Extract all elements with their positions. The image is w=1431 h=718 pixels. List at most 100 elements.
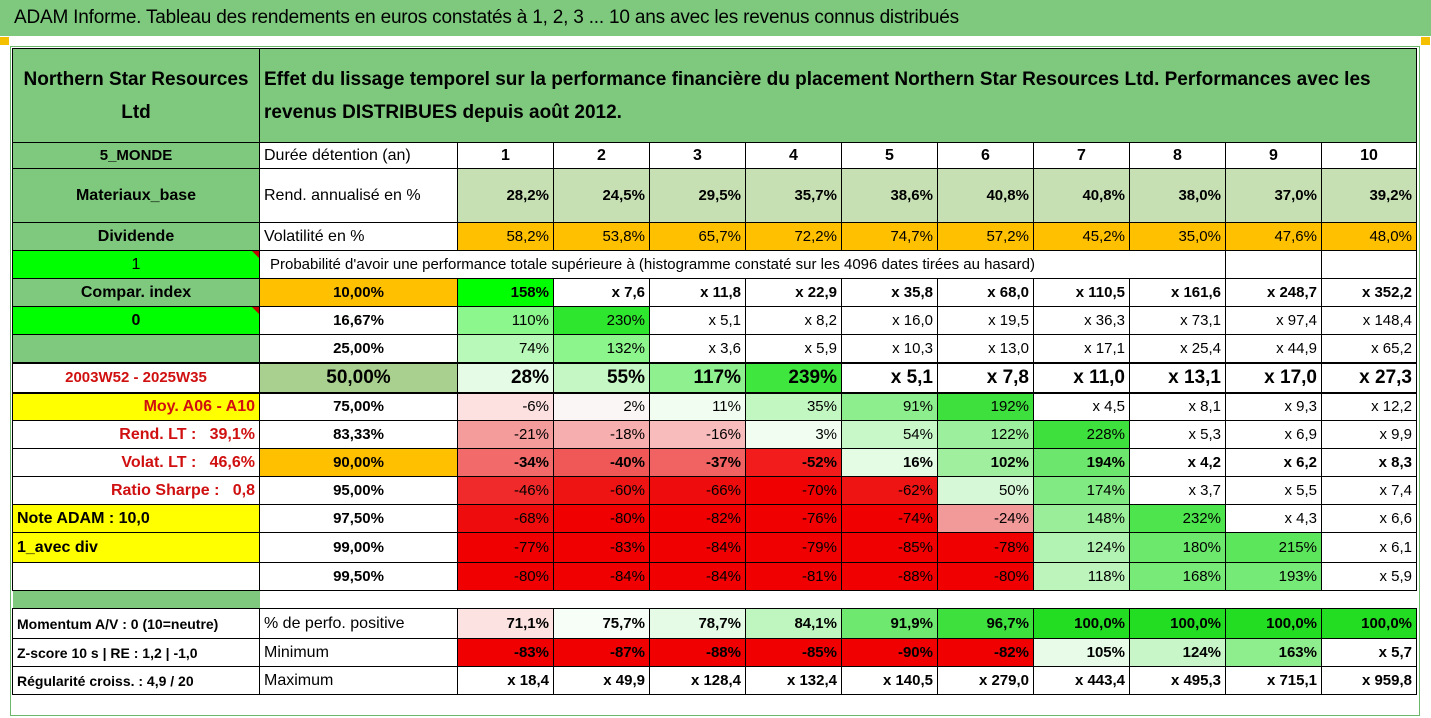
performance-cell: -70%: [745, 476, 842, 505]
period-label: 2003W52 - 2025W35: [12, 361, 260, 394]
vol-value: 58,2%: [457, 222, 554, 251]
rend-value: 38,0%: [1129, 168, 1226, 223]
performance-cell: x 13,1: [1129, 361, 1226, 394]
performance-cell: -18%: [553, 420, 650, 449]
performance-cell: 16%: [841, 448, 938, 477]
company-name: Northern Star Resources Ltd: [12, 48, 260, 143]
performance-cell: x 19,5: [937, 306, 1034, 335]
empty-cell: [12, 562, 260, 591]
performance-cell: x 17,1: [1033, 334, 1130, 363]
threshold-percent: 75,00%: [259, 392, 458, 421]
performance-cell: x 4,2: [1129, 448, 1226, 477]
performance-cell: x 352,2: [1321, 278, 1417, 307]
performance-cell: 35%: [745, 392, 842, 421]
maximum-row: Régularité croiss. : 4,9 / 20 Maximum x 18…: [12, 666, 1417, 695]
vol-value: 72,2%: [745, 222, 842, 251]
summary-value: 124%: [1129, 638, 1226, 667]
years-row: 5_MONDE Durée détention (an) 1 2 3 4 5 6 7 8 9 10: [12, 142, 1417, 169]
performance-cell: x 4,3: [1225, 504, 1322, 533]
right-accent-bar: [1421, 37, 1430, 45]
performance-cell: x 3,7: [1129, 476, 1226, 505]
performance-cell: x 16,0: [841, 306, 938, 335]
spacer-blank: [260, 591, 1417, 609]
performance-cell: x 17,0: [1225, 361, 1322, 394]
performance-cell: x 9,3: [1225, 392, 1322, 421]
performance-cell: x 13,0: [937, 334, 1034, 363]
performance-cell: -81%: [745, 562, 842, 591]
performance-cell: 110%: [457, 306, 554, 335]
summary-value: x 140,5: [841, 666, 938, 695]
performance-cell: x 6,1: [1321, 532, 1417, 563]
performance-cell: x 5,9: [745, 334, 842, 363]
probability-label: Probabilité d'avoir une performance tota…: [259, 250, 1226, 279]
summary-side-label: Z-score 10 s | RE : 1,2 | -1,0: [12, 638, 260, 667]
performance-cell: 91%: [841, 392, 938, 421]
summary-value: 91,9%: [841, 608, 938, 639]
performance-cell: x 22,9: [745, 278, 842, 307]
year-header: 3: [649, 142, 746, 169]
summary-value: 84,1%: [745, 608, 842, 639]
long-term-return: Rend. LT : 39,1%: [12, 420, 260, 449]
performance-cell: x 4,5: [1033, 392, 1130, 421]
one-cell: 1: [12, 250, 260, 279]
threshold-percent: 99,00%: [259, 532, 458, 563]
performance-cell: 118%: [1033, 562, 1130, 591]
performance-cell: -60%: [553, 476, 650, 505]
rend-value: 40,8%: [1033, 168, 1130, 223]
performance-cell: x 248,7: [1225, 278, 1322, 307]
performance-cell: -82%: [649, 504, 746, 533]
performance-cell: 230%: [553, 306, 650, 335]
summary-value: -87%: [553, 638, 650, 667]
table-row: Moy. A06 - A10 75,00% -6% 2% 11% 35% 91% 192% x …: [12, 392, 1417, 421]
performance-cell: x 8,3: [1321, 448, 1417, 477]
table-row: 99,50% -80% -84% -84% -81% -88% -80% 118% 168% 19…: [12, 562, 1417, 591]
summary-value: x 279,0: [937, 666, 1034, 695]
threshold-percent: 97,50%: [259, 504, 458, 533]
performance-cell: x 97,4: [1225, 306, 1322, 335]
performance-cell: -80%: [457, 562, 554, 591]
performance-cell: x 161,6: [1129, 278, 1226, 307]
performance-cell: -52%: [745, 448, 842, 477]
years-label: Durée détention (an): [259, 142, 458, 169]
performance-cell: -78%: [937, 532, 1034, 563]
performance-cell: -76%: [745, 504, 842, 533]
vol-value: 48,0%: [1321, 222, 1417, 251]
summary-value: -88%: [649, 638, 746, 667]
vol-label: Volatilité en %: [259, 222, 458, 251]
performance-cell: x 8,2: [745, 306, 842, 335]
performance-cell: x 5,1: [841, 361, 938, 394]
threshold-percent: 10,00%: [259, 278, 458, 307]
spacer-green: [12, 590, 260, 609]
performance-cell: 74%: [457, 334, 554, 363]
with-dividends-label: 1_avec div: [12, 532, 260, 563]
vol-value: 47,6%: [1225, 222, 1322, 251]
summary-value: 163%: [1225, 638, 1322, 667]
performance-cell: 11%: [649, 392, 746, 421]
performance-cell: x 36,3: [1033, 306, 1130, 335]
performance-cell: -74%: [841, 504, 938, 533]
year-header: 4: [745, 142, 842, 169]
summary-label: Minimum: [259, 638, 458, 667]
adam-score: Note ADAM : 10,0: [12, 504, 260, 533]
long-term-volatility: Volat. LT : 46,6%: [12, 448, 260, 477]
performance-cell: -77%: [457, 532, 554, 563]
summary-label: Maximum: [259, 666, 458, 695]
performance-cell: x 6,9: [1225, 420, 1322, 449]
performance-cell: 180%: [1129, 532, 1226, 563]
performance-cell: x 5,9: [1321, 562, 1417, 591]
average-label: Moy. A06 - A10: [12, 392, 260, 421]
performance-cell: 193%: [1225, 562, 1322, 591]
performance-cell: x 7,4: [1321, 476, 1417, 505]
table-row: 2003W52 - 2025W35 50,00% 28% 55% 117% 239% x 5…: [12, 361, 1417, 394]
performance-cell: -40%: [553, 448, 650, 477]
summary-value: 96,7%: [937, 608, 1034, 639]
performance-cell: 168%: [1129, 562, 1226, 591]
performance-cell: -88%: [841, 562, 938, 591]
summary-value: 100,0%: [1321, 608, 1417, 639]
table-row: Note ADAM : 10,0 97,50% -68% -80% -82% -76% -7…: [12, 504, 1417, 533]
summary-value: -90%: [841, 638, 938, 667]
performance-cell: 122%: [937, 420, 1034, 449]
performance-cell: 148%: [1033, 504, 1130, 533]
vol-value: 57,2%: [937, 222, 1034, 251]
summary-value: x 132,4: [745, 666, 842, 695]
